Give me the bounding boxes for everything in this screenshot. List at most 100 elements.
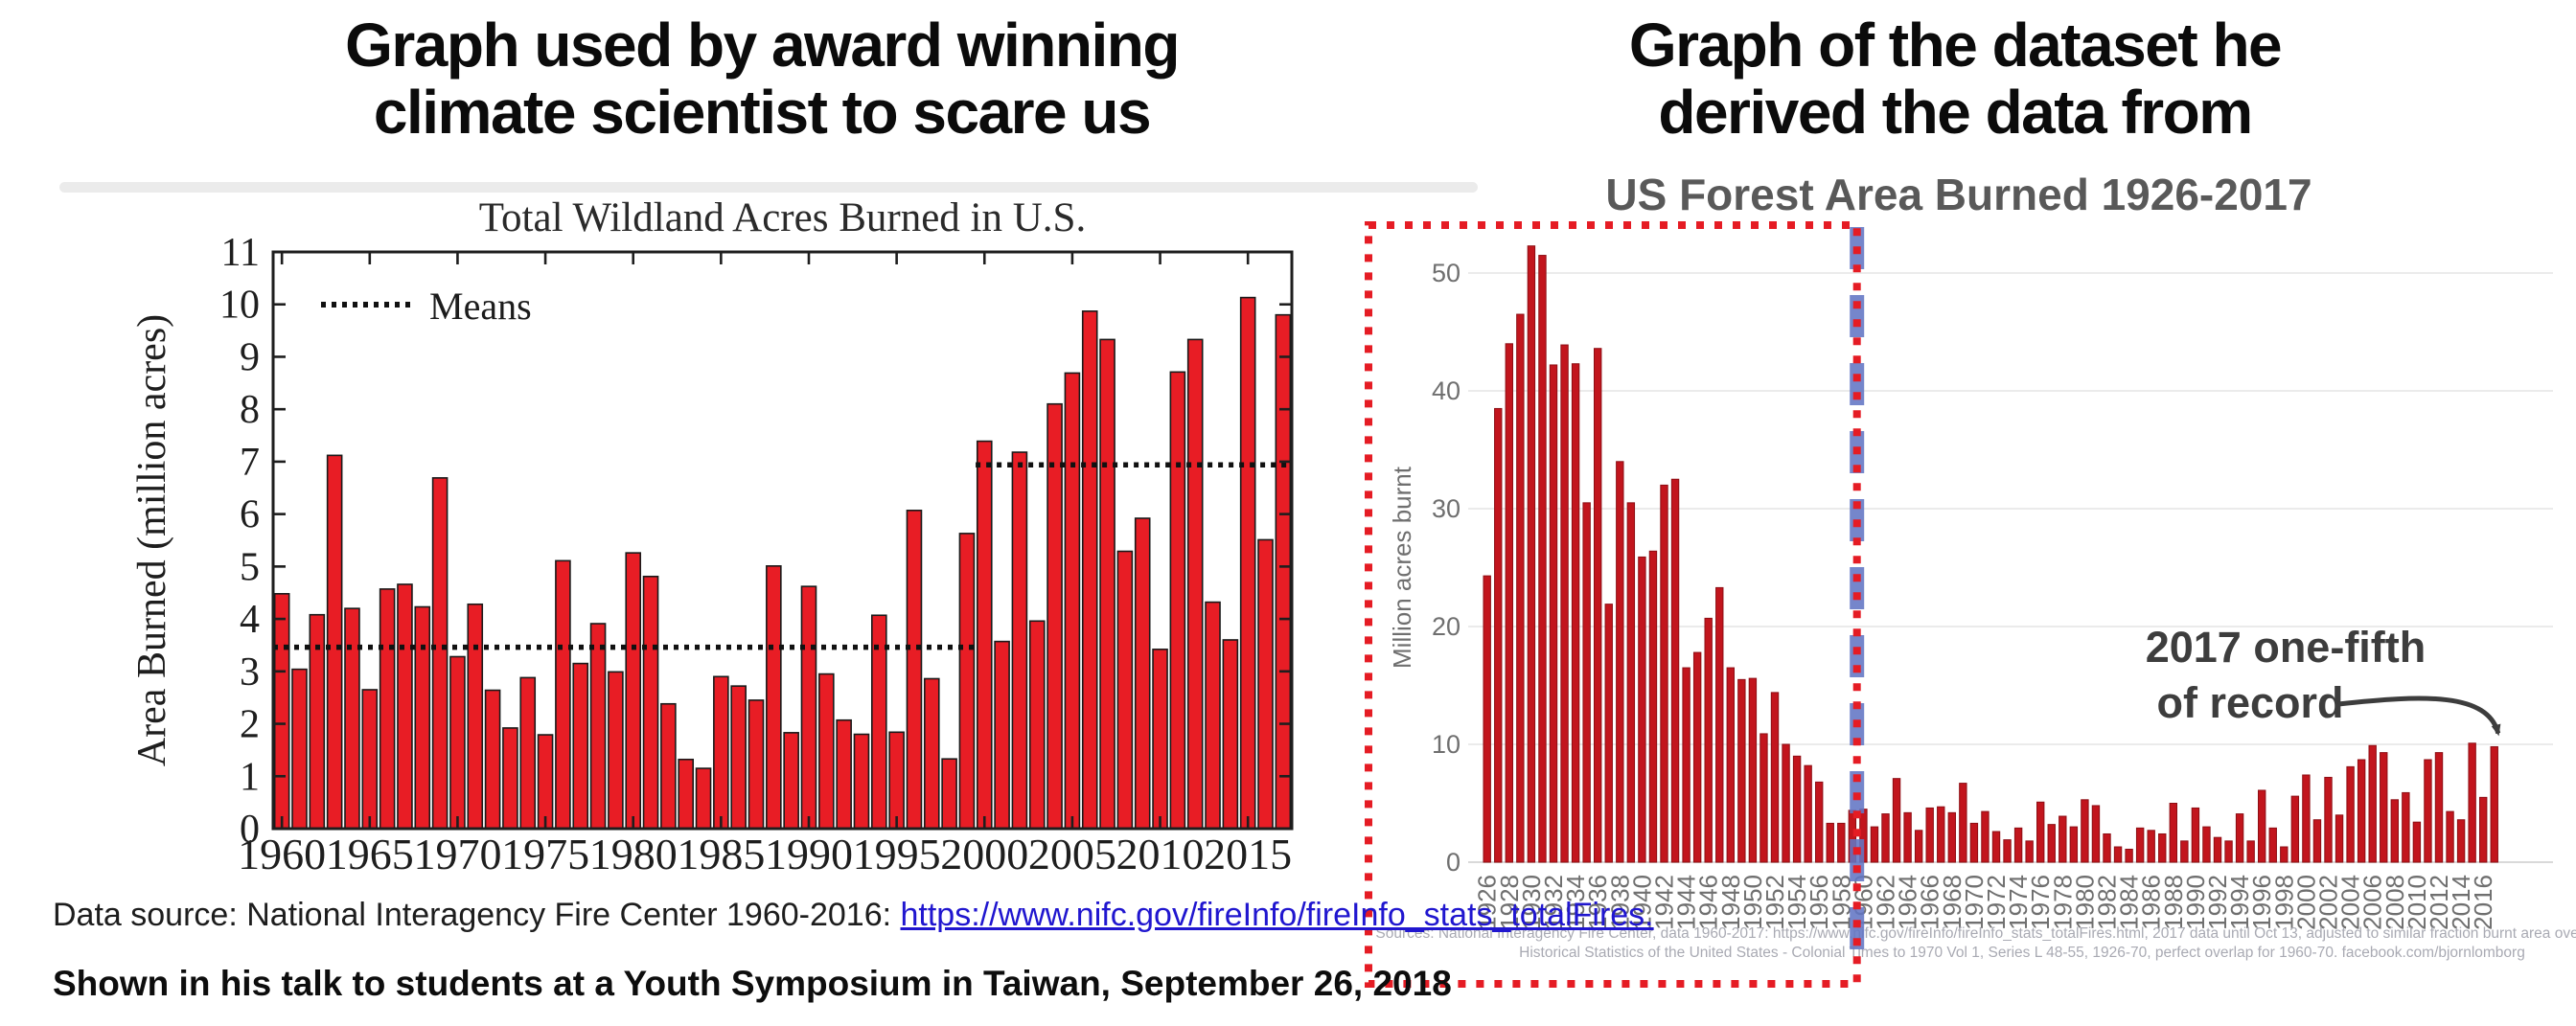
left-headline-line2: climate scientist to scare us bbox=[373, 78, 1152, 147]
x-tick-label-1970: 1970 bbox=[1960, 875, 1989, 930]
bar-1935 bbox=[1582, 502, 1591, 863]
bar-1996 bbox=[2258, 789, 2266, 863]
bar-1972 bbox=[484, 689, 501, 830]
right-chart-title: US Forest Area Burned 1926-2017 bbox=[1605, 170, 2312, 219]
left-chart-ticks bbox=[273, 250, 1292, 831]
scan-smudge bbox=[59, 182, 1478, 193]
footnote: Shown in his talk to students at a Youth… bbox=[53, 964, 1452, 1003]
data-source-link[interactable]: https://www.nifc.gov/fireInfo/fireInfo_s… bbox=[900, 897, 1654, 933]
y-tick-label-6: 6 bbox=[240, 493, 260, 537]
bar-1975 bbox=[2025, 840, 2034, 863]
bar-1939 bbox=[1626, 502, 1636, 863]
bar-1964 bbox=[344, 607, 360, 830]
y-tick-label-9: 9 bbox=[240, 335, 260, 379]
bar-2003 bbox=[2334, 814, 2344, 863]
bar-1985 bbox=[2135, 827, 2145, 863]
bar-1966 bbox=[1925, 807, 1934, 863]
x-tick-label-1944: 1944 bbox=[1672, 875, 1701, 930]
x-tick-label-2016: 2016 bbox=[2469, 875, 2497, 930]
bar-2015 bbox=[1239, 296, 1256, 830]
bar-1971 bbox=[467, 603, 484, 830]
bar-1926 bbox=[1483, 575, 1491, 863]
bar-1950 bbox=[1748, 677, 1758, 863]
bar-1967 bbox=[1937, 806, 1945, 863]
bar-2004 bbox=[2346, 765, 2355, 863]
bar-1946 bbox=[1704, 617, 1713, 863]
x-tick-label-1966: 1966 bbox=[1916, 875, 1944, 930]
x-tick-label-1942: 1942 bbox=[1650, 875, 1679, 930]
right-headline-line1: Graph of the dataset he bbox=[1628, 11, 2283, 80]
bar-2010 bbox=[2412, 821, 2422, 863]
x-tick-label-2010: 2010 bbox=[1116, 830, 1205, 878]
left-chart-frame bbox=[271, 250, 1294, 831]
x-tick-label-2006: 2006 bbox=[2358, 875, 2387, 930]
bar-1974 bbox=[2013, 827, 2023, 863]
annotation-line2: of record bbox=[2156, 678, 2343, 727]
bar-1969 bbox=[431, 477, 448, 830]
x-tick-label-1980: 1980 bbox=[2070, 875, 2099, 930]
bar-1989 bbox=[783, 732, 799, 830]
bar-1980 bbox=[2081, 799, 2089, 863]
bar-1961 bbox=[291, 668, 308, 830]
bar-1928 bbox=[1505, 343, 1514, 863]
annotation-arrow bbox=[2337, 695, 2501, 737]
bar-1961 bbox=[1870, 826, 1879, 863]
x-tick-label-1968: 1968 bbox=[1938, 875, 1966, 930]
bar-1971 bbox=[1981, 810, 1990, 863]
bar-2002 bbox=[2324, 776, 2333, 863]
bar-1977 bbox=[572, 662, 589, 830]
x-tick-label-1978: 1978 bbox=[2048, 875, 2077, 930]
annotation-2017-one-fifth: 2017 one-fifth of record bbox=[2146, 623, 2501, 737]
bar-1984 bbox=[2125, 848, 2133, 863]
bar-2009 bbox=[2402, 791, 2410, 863]
bar-2006 bbox=[1081, 310, 1098, 830]
y-tick-label-5: 5 bbox=[240, 545, 260, 589]
y-tick-label-1: 1 bbox=[240, 755, 260, 799]
legend-means: Means bbox=[321, 285, 532, 328]
x-tick-label-1990: 1990 bbox=[765, 830, 853, 878]
x-tick-label-1980: 1980 bbox=[589, 830, 678, 878]
x-tick-label-1956: 1956 bbox=[1805, 875, 1833, 930]
bar-1932 bbox=[1549, 364, 1558, 863]
y-tick-label-0: 0 bbox=[1446, 848, 1460, 877]
y-tick-label-7: 7 bbox=[240, 441, 260, 485]
bar-2010 bbox=[1152, 649, 1168, 830]
bar-2017 bbox=[1275, 313, 1292, 830]
x-tick-label-1998: 1998 bbox=[2269, 875, 2298, 930]
bar-1968 bbox=[1947, 811, 1956, 863]
bar-1987 bbox=[748, 699, 765, 830]
x-tick-label-1976: 1976 bbox=[2026, 875, 2055, 930]
bar-1963 bbox=[326, 454, 343, 830]
bar-1970 bbox=[1969, 822, 1979, 863]
y-tick-label-50: 50 bbox=[1432, 259, 1460, 287]
x-tick-label-1926: 1926 bbox=[1473, 875, 1502, 930]
bar-2013 bbox=[2446, 810, 2454, 863]
x-tick-label-1982: 1982 bbox=[2093, 875, 2122, 930]
y-tick-label-4: 4 bbox=[240, 598, 260, 642]
bar-2014 bbox=[2456, 819, 2466, 863]
x-tick-label-1974: 1974 bbox=[2004, 875, 2033, 930]
legend-means-label: Means bbox=[429, 285, 532, 328]
bar-1979 bbox=[608, 671, 624, 830]
bar-1958 bbox=[1837, 822, 1846, 863]
bar-1988 bbox=[2169, 803, 2177, 863]
y-tick-label-8: 8 bbox=[240, 388, 260, 432]
bar-1993 bbox=[2224, 840, 2233, 863]
x-tick-label-1965: 1965 bbox=[326, 830, 414, 878]
bar-1972 bbox=[1991, 831, 2001, 863]
x-tick-label-2015: 2015 bbox=[1204, 830, 1292, 878]
bar-2009 bbox=[1134, 517, 1151, 830]
x-tick-label-2010: 2010 bbox=[2403, 875, 2431, 930]
right-chart-bars bbox=[1483, 245, 2498, 863]
left-headline: Graph used by award winning climate scie… bbox=[129, 11, 1394, 146]
bar-2005 bbox=[1064, 372, 1081, 830]
bar-1969 bbox=[1959, 783, 1967, 863]
x-tick-label-1986: 1986 bbox=[2137, 875, 2166, 930]
bar-1985 bbox=[713, 675, 729, 830]
x-tick-label-1988: 1988 bbox=[2159, 875, 2188, 930]
bar-1955 bbox=[1804, 764, 1812, 863]
bar-1973 bbox=[2003, 839, 2012, 863]
bar-1986 bbox=[730, 685, 747, 830]
bar-1991 bbox=[818, 673, 835, 830]
